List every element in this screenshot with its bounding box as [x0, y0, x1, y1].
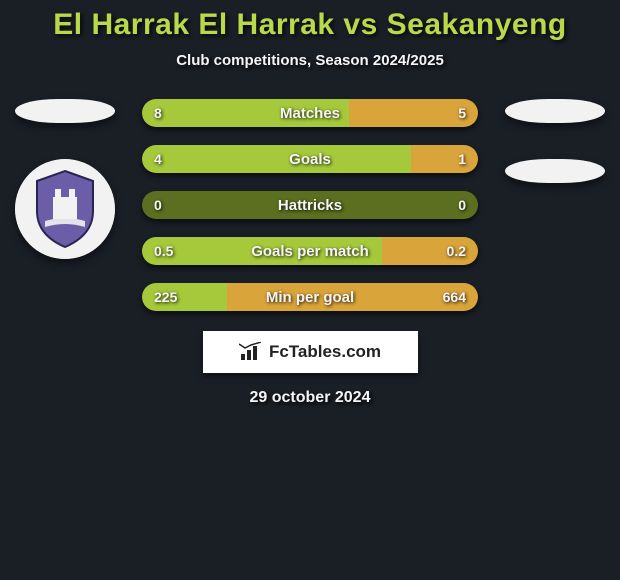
brand-text: FcTables.com	[269, 342, 381, 362]
content-row: 85Matches 41Goals 00Hattricks 0.50.2Goals p…	[0, 99, 620, 311]
left-club-logo	[15, 159, 115, 259]
right-flag-oval	[505, 99, 605, 123]
subtitle: Club competitions, Season 2024/2025	[0, 52, 620, 69]
left-flag-oval	[15, 99, 115, 123]
stat-bar: 41Goals	[142, 145, 478, 173]
shield-icon	[15, 159, 115, 259]
right-secondary-oval	[505, 159, 605, 183]
stat-bar: 85Matches	[142, 99, 478, 127]
left-player-column	[10, 99, 120, 259]
right-player-column	[500, 99, 610, 183]
stat-bar: 225664Min per goal	[142, 283, 478, 311]
stat-bar: 0.50.2Goals per match	[142, 237, 478, 265]
date-line: 29 october 2024	[0, 389, 620, 407]
stat-label: Matches	[142, 99, 478, 127]
page-title: El Harrak El Harrak vs Seakanyeng	[0, 8, 620, 42]
stats-column: 85Matches 41Goals 00Hattricks 0.50.2Goals p…	[130, 99, 490, 311]
bar-chart-icon	[239, 342, 263, 362]
stat-label: Goals	[142, 145, 478, 173]
stat-label: Hattricks	[142, 191, 478, 219]
stat-label: Min per goal	[142, 283, 478, 311]
stat-label: Goals per match	[142, 237, 478, 265]
brand-badge[interactable]: FcTables.com	[203, 331, 418, 373]
comparison-card: El Harrak El Harrak vs Seakanyeng Club c…	[0, 0, 620, 407]
stat-bar: 00Hattricks	[142, 191, 478, 219]
